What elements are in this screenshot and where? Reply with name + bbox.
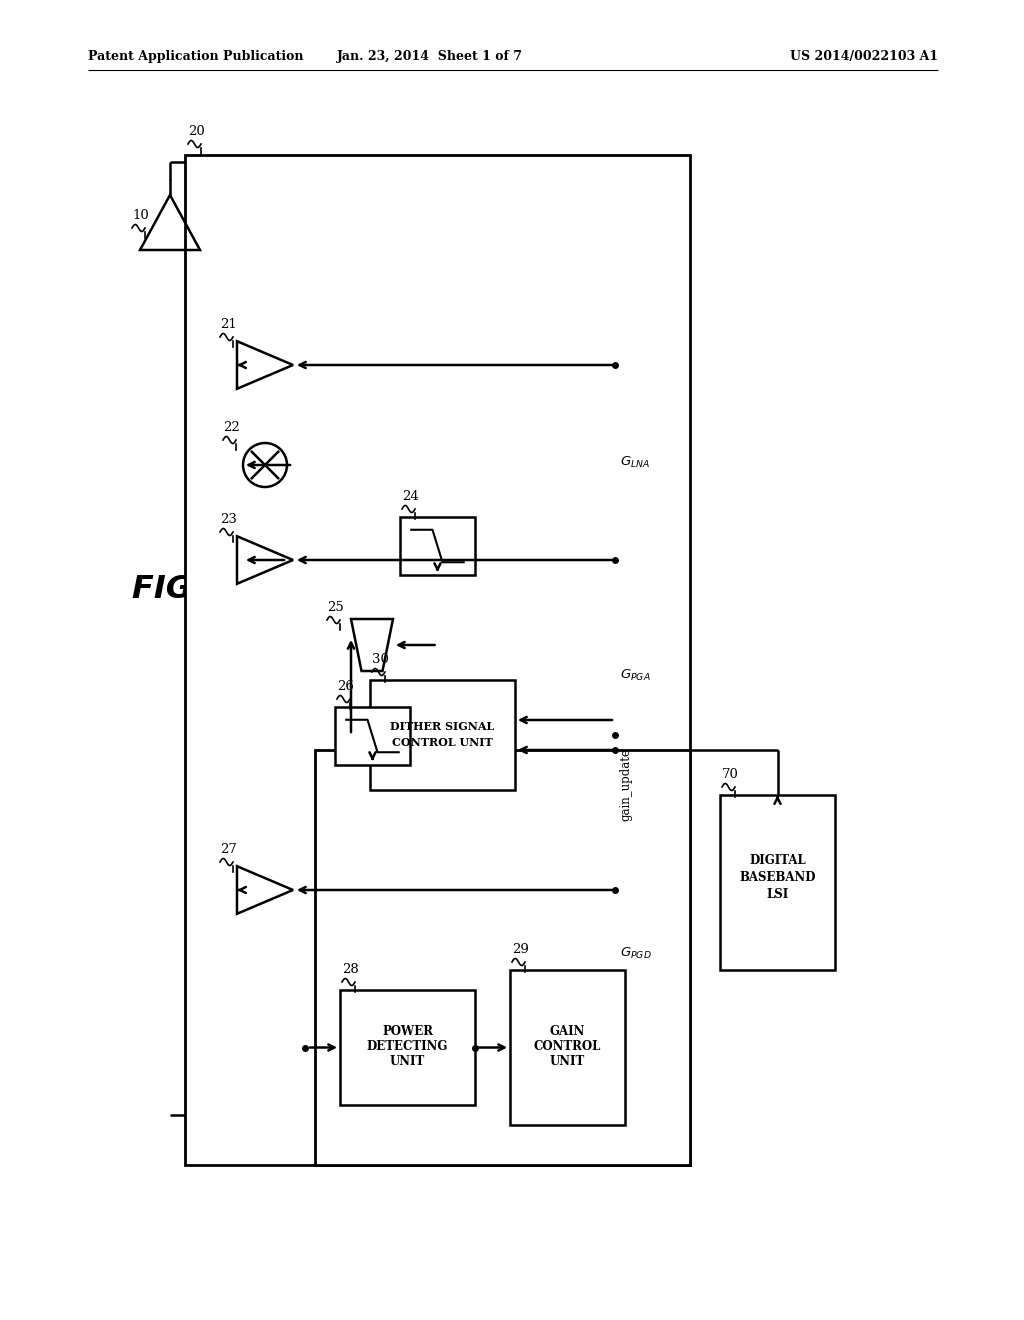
Text: CONTROL UNIT: CONTROL UNIT <box>392 737 493 747</box>
Bar <box>335 708 410 766</box>
Bar <box>370 680 515 789</box>
Text: 30: 30 <box>372 653 389 667</box>
Text: $G_{PGA}$: $G_{PGA}$ <box>620 668 650 682</box>
Text: 22: 22 <box>223 421 240 434</box>
Text: 70: 70 <box>722 768 739 781</box>
Text: 28: 28 <box>342 964 358 975</box>
Text: 27: 27 <box>220 843 237 855</box>
Text: DETECTING: DETECTING <box>367 1040 449 1053</box>
Text: 21: 21 <box>220 318 237 331</box>
Text: 20: 20 <box>188 125 205 139</box>
Text: 25: 25 <box>327 601 344 614</box>
Bar <box>315 750 690 1166</box>
Text: UNIT: UNIT <box>550 1055 585 1068</box>
Text: $G_{PGD}$: $G_{PGD}$ <box>620 946 651 961</box>
Text: 10: 10 <box>132 209 148 222</box>
Text: DITHER SIGNAL: DITHER SIGNAL <box>390 721 495 731</box>
Text: GAIN: GAIN <box>550 1026 585 1038</box>
Text: 24: 24 <box>402 490 419 503</box>
Text: BASEBAND: BASEBAND <box>739 871 816 884</box>
Text: Patent Application Publication: Patent Application Publication <box>88 50 303 63</box>
Bar <box>720 795 835 970</box>
Text: Jan. 23, 2014  Sheet 1 of 7: Jan. 23, 2014 Sheet 1 of 7 <box>337 50 523 63</box>
Bar <box>510 970 625 1125</box>
Text: CONTROL: CONTROL <box>534 1040 601 1053</box>
Text: UNIT: UNIT <box>390 1055 425 1068</box>
Text: 26: 26 <box>337 680 354 693</box>
Text: 29: 29 <box>512 942 528 956</box>
Text: US 2014/0022103 A1: US 2014/0022103 A1 <box>790 50 938 63</box>
Text: FIG. 1: FIG. 1 <box>132 574 238 606</box>
Text: POWER: POWER <box>382 1026 433 1038</box>
Text: LSI: LSI <box>766 888 788 902</box>
Bar <box>400 517 475 576</box>
Text: DIGITAL: DIGITAL <box>750 854 806 867</box>
Text: 23: 23 <box>220 513 237 525</box>
Bar <box>185 154 690 1166</box>
Bar <box>340 990 475 1105</box>
Text: gain_update: gain_update <box>618 748 632 821</box>
Text: $G_{LNA}$: $G_{LNA}$ <box>620 455 650 470</box>
